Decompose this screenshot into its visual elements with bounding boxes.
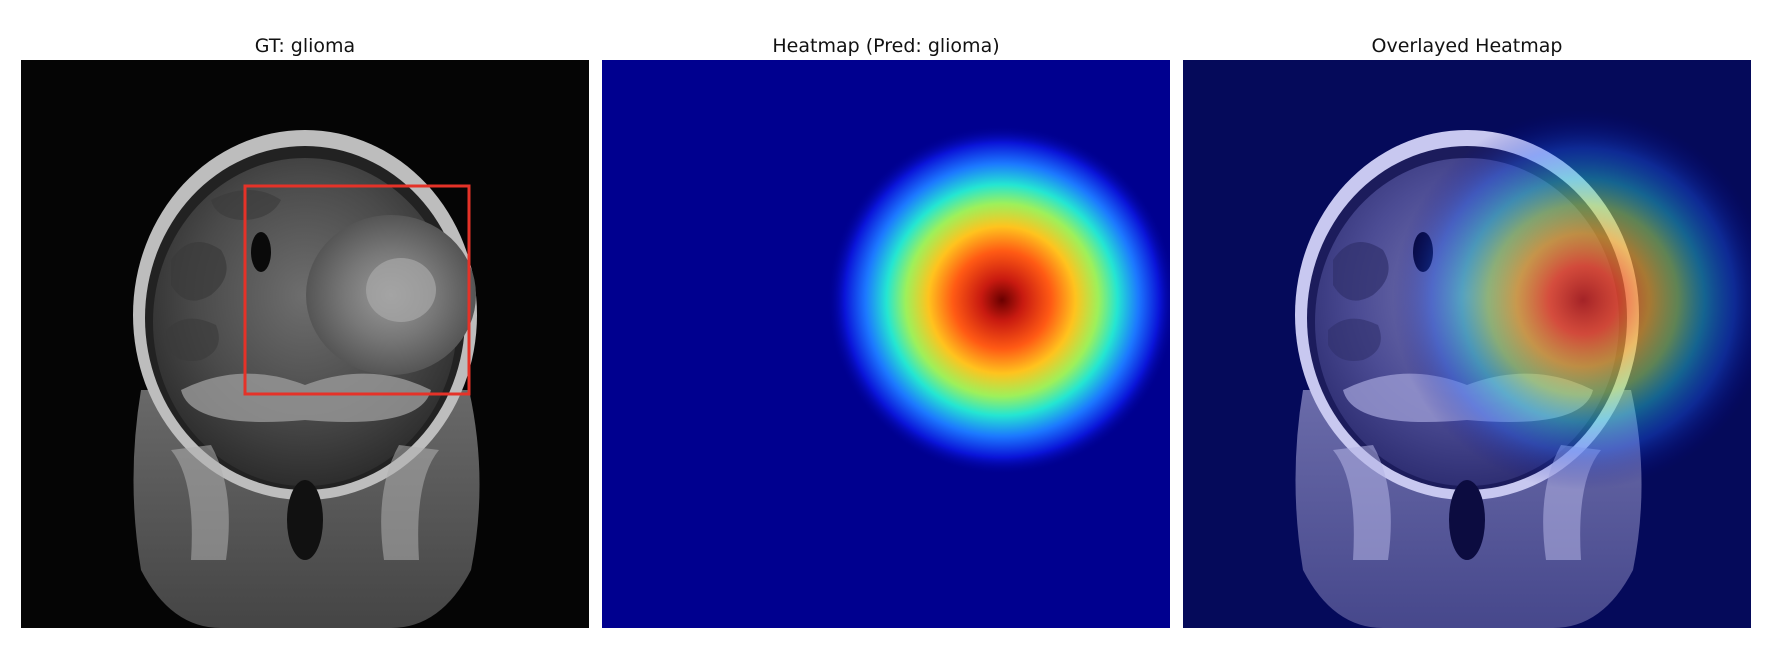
overlay-panel-title: Overlayed Heatmap (1371, 35, 1563, 57)
heatmap-image (602, 60, 1170, 628)
heatmap-panel: Heatmap (Pred: glioma) (602, 0, 1170, 669)
gt-panel: GT: glioma (21, 0, 589, 669)
overlay-image (1183, 60, 1751, 628)
gt-bounding-box (243, 184, 471, 396)
gt-panel-title: GT: glioma (254, 35, 356, 57)
gt-mri-image (21, 60, 589, 628)
heatmap-panel-title: Heatmap (Pred: glioma) (772, 35, 1000, 57)
overlay-panel: Overlayed Heatmap (1183, 0, 1751, 669)
